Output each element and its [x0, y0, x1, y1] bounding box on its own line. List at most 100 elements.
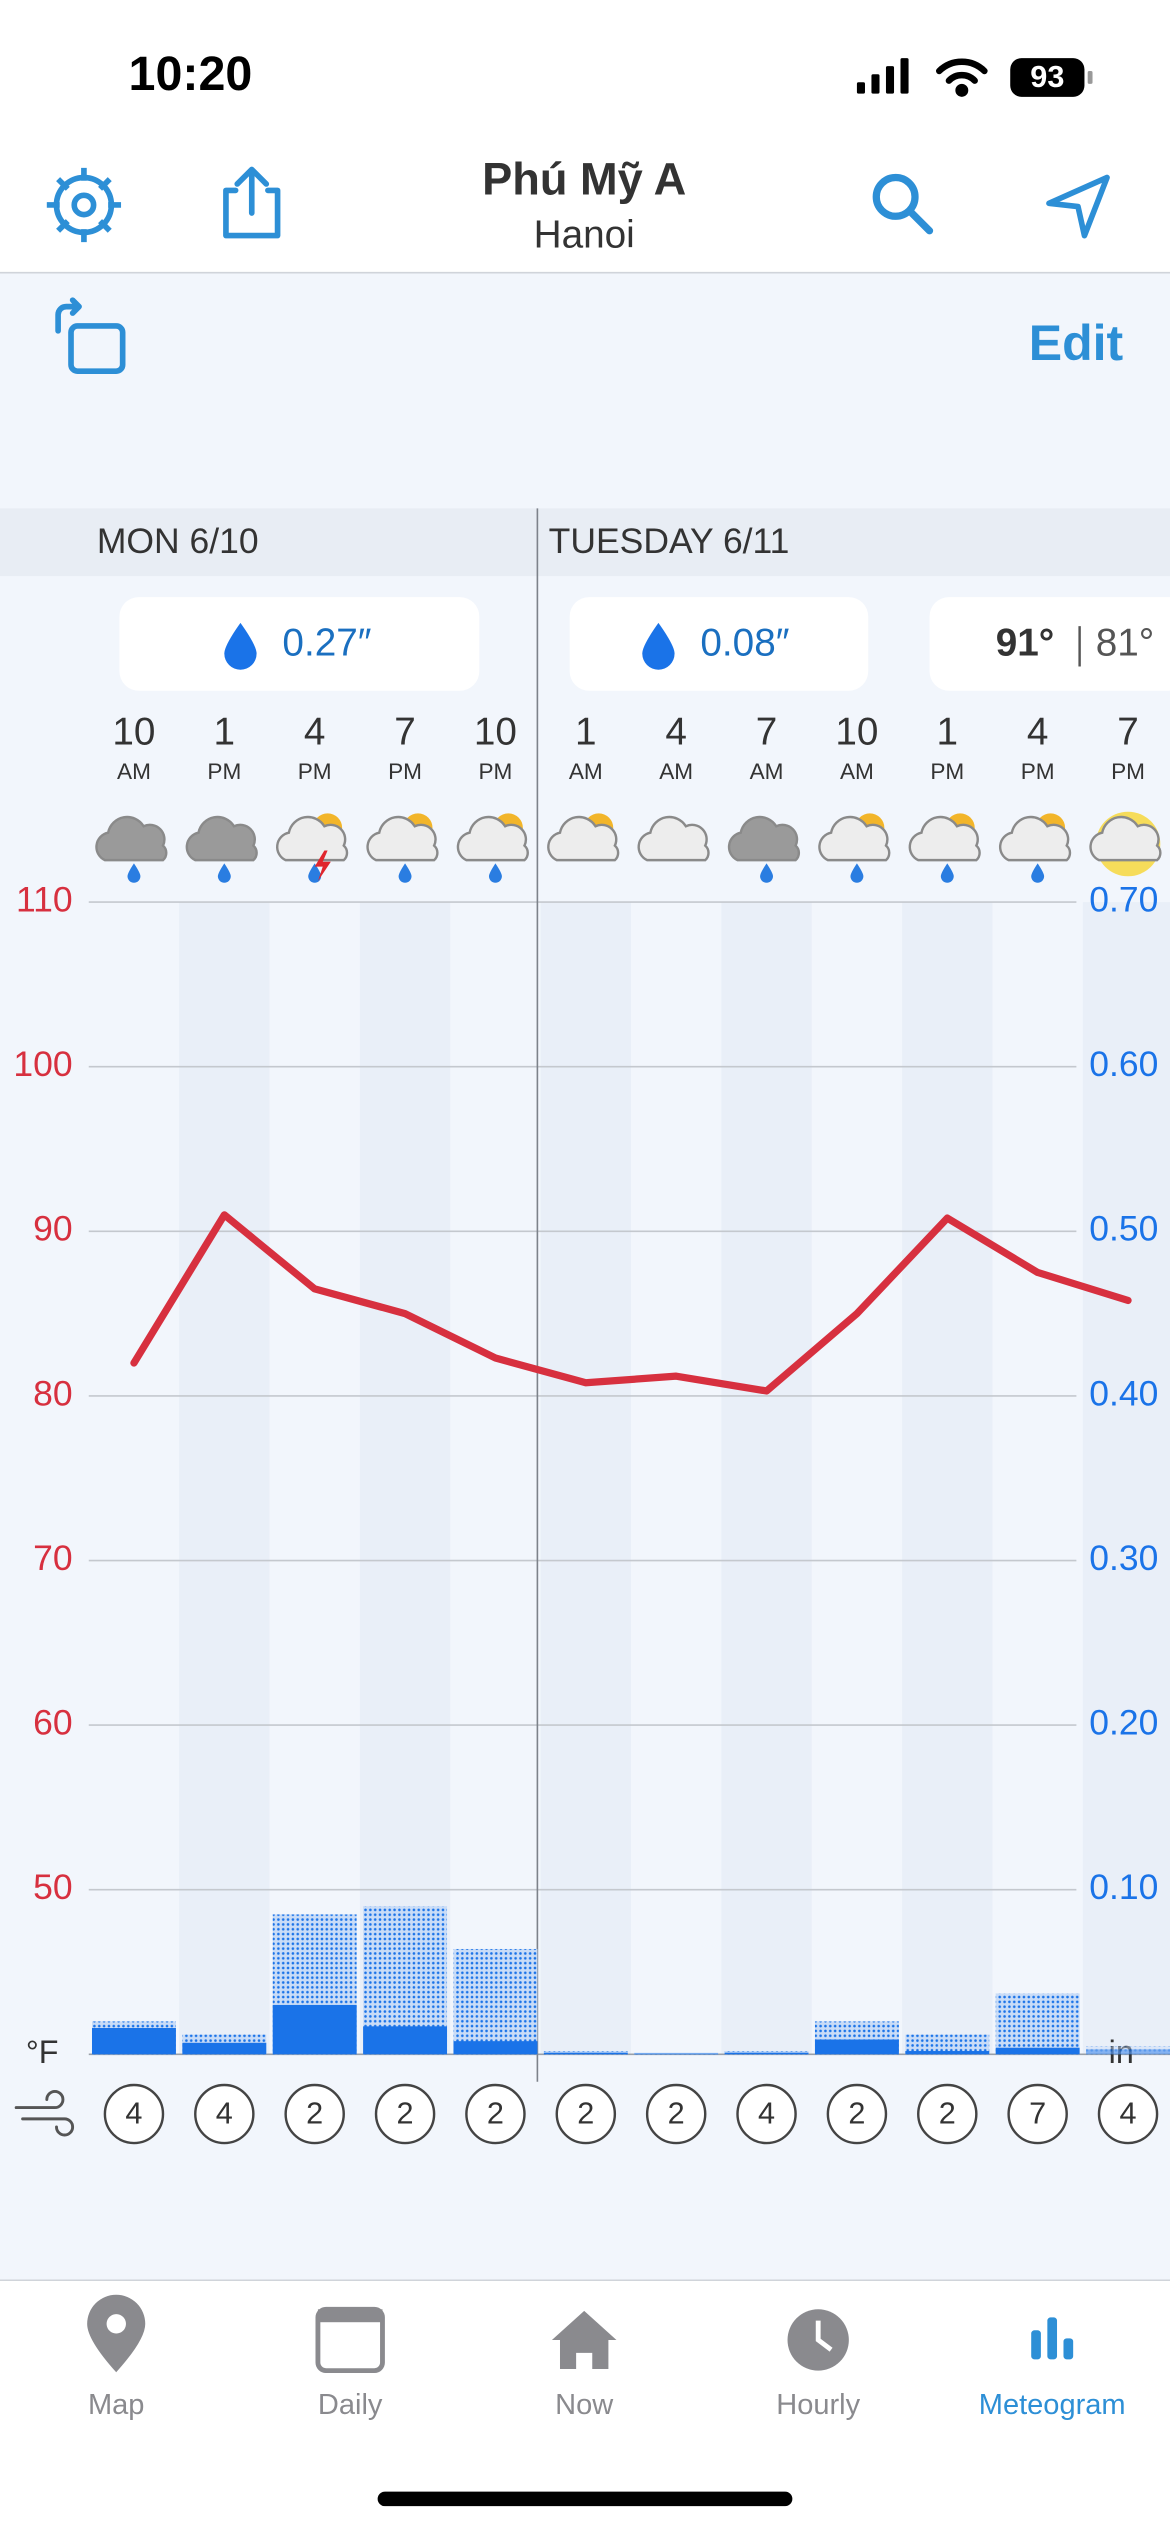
- precip-bar: [453, 2041, 538, 2055]
- y-tick-label: 50: [33, 1867, 73, 1907]
- wind-speed: 4: [216, 2097, 233, 2131]
- wind-badge: [555, 2083, 617, 2145]
- weather-icon: [276, 813, 349, 883]
- wind-badge: [826, 2083, 888, 2145]
- wind-badge: [1007, 2083, 1068, 2145]
- day-label: TUESDAY 6/11: [549, 521, 790, 561]
- tab-icon: [87, 2294, 146, 2373]
- period-label: PM: [930, 759, 964, 784]
- column-band: [540, 902, 631, 2055]
- summary-pill: [929, 597, 1170, 691]
- column-band: [179, 902, 270, 2055]
- tab[interactable]: Meteogram: [979, 2317, 1126, 2421]
- weather-icon: [547, 813, 620, 862]
- cloud: [185, 815, 258, 862]
- wind-badge: [465, 2083, 526, 2145]
- period-label: AM: [750, 759, 784, 784]
- wind-speed: 7: [1029, 2097, 1046, 2131]
- shape[interactable]: [872, 173, 919, 220]
- cloud: [276, 815, 349, 862]
- wind-speed: 4: [125, 2097, 142, 2131]
- period-label: AM: [569, 759, 603, 784]
- wind-speed: 2: [306, 2097, 323, 2131]
- rain-drop: [940, 863, 954, 883]
- cloud: [1089, 815, 1162, 862]
- wifi-icon: [935, 58, 988, 97]
- weather-icon: [185, 815, 258, 883]
- precip-range-bar: [905, 2034, 990, 2055]
- meteogram: 10 AM 1 PM 4 PM 7 PM 10 PM 1 AM 4 AM 7 AM 10 AM 1 PM 4 PM 7 PM 5…: [13, 508, 1170, 2145]
- drop-icon: [642, 622, 675, 670]
- precip-range-bar: [453, 1948, 538, 2055]
- tab-label: Now: [555, 2389, 614, 2421]
- precip-total: 0.08″: [700, 622, 789, 665]
- period-label: PM: [478, 759, 512, 784]
- tab-label: Meteogram: [979, 2389, 1126, 2421]
- shape: [955, 83, 969, 97]
- shape[interactable]: [906, 207, 934, 235]
- battery-icon: [1010, 58, 1085, 97]
- period-label: PM: [207, 759, 241, 784]
- summary-pill: [569, 597, 869, 691]
- precip-bar: [995, 2047, 1080, 2055]
- rotate-button[interactable]: [55, 297, 126, 374]
- location-subtitle: Hanoi: [534, 213, 635, 256]
- column-band: [902, 902, 993, 2055]
- y2-tick-label: 0.40: [1089, 1373, 1158, 1413]
- share-button[interactable]: [223, 166, 281, 239]
- precip-bar: [272, 2004, 357, 2055]
- tab-icon-hands: [815, 2320, 833, 2352]
- hour-label: 7: [394, 710, 416, 753]
- edit-button[interactable]: Edit: [1029, 315, 1124, 371]
- wind-badge: [284, 2083, 345, 2145]
- y-axis-label: °F: [26, 2034, 59, 2070]
- weather-icon: [95, 815, 168, 883]
- day-label: MON 6/10: [97, 521, 259, 561]
- hour-label: 10: [835, 710, 878, 753]
- hour-label: 10: [474, 710, 517, 753]
- tab[interactable]: Daily: [315, 2306, 385, 2421]
- cloud: [637, 815, 710, 862]
- shape[interactable]: [46, 167, 122, 243]
- wind-badge: [645, 2083, 707, 2145]
- cloud: [547, 815, 620, 862]
- rain-drop: [1031, 863, 1045, 883]
- precip-bar: [363, 2026, 448, 2055]
- hour-label: 7: [1117, 710, 1139, 753]
- y2-tick-label: 0.70: [1089, 879, 1158, 919]
- weather-icon: [1089, 811, 1162, 877]
- wind-stroke: [14, 2090, 75, 2137]
- shape[interactable]: [234, 166, 270, 216]
- shape: [945, 71, 978, 84]
- weather-icon: [999, 813, 1072, 883]
- cloud: [95, 815, 168, 862]
- rain-drop: [127, 863, 141, 883]
- battery-level: 93: [1030, 60, 1064, 94]
- y-tick-label: 80: [33, 1373, 73, 1413]
- wind-badge: [103, 2083, 165, 2145]
- shape[interactable]: [68, 323, 126, 374]
- wind-badge: [917, 2083, 978, 2145]
- precip-bar: [91, 2027, 176, 2055]
- tabs: Map Daily Now Hourly Meteogram: [87, 2294, 1126, 2421]
- precip-bar: [1086, 2049, 1170, 2055]
- tab[interactable]: Now: [551, 2310, 617, 2421]
- locate-button[interactable]: [1046, 174, 1110, 239]
- shape[interactable]: [55, 297, 82, 334]
- hour-label: 1: [214, 710, 236, 753]
- shape[interactable]: [71, 192, 97, 218]
- y2-tick-label: 0.50: [1089, 1209, 1158, 1249]
- settings-button[interactable]: [46, 167, 122, 243]
- search-button[interactable]: [872, 173, 934, 235]
- cloud: [818, 815, 891, 862]
- tab[interactable]: Hourly: [776, 2309, 861, 2421]
- rain-drop: [398, 863, 412, 883]
- tab[interactable]: Map: [87, 2294, 146, 2421]
- wind-speed: 2: [848, 2097, 865, 2131]
- shape: [935, 58, 988, 75]
- precip-bar: [724, 2052, 809, 2055]
- shape[interactable]: [223, 187, 281, 239]
- wind-badge: [1097, 2083, 1159, 2145]
- cloud: [456, 815, 529, 862]
